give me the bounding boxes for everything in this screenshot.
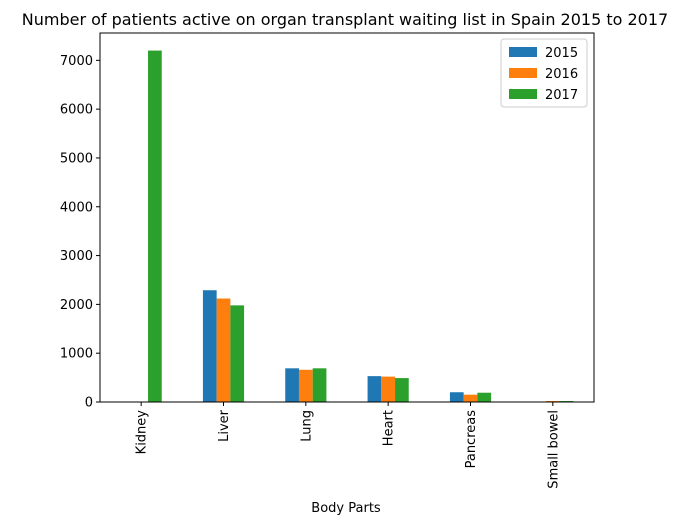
y-tick-label: 6000	[60, 103, 93, 118]
x-tick-label: Liver	[217, 409, 232, 442]
y-tick-label: 4000	[60, 200, 93, 215]
bar-lung-2016	[298, 369, 313, 402]
bar-liver-2016	[216, 298, 231, 402]
x-axis-label: Body Parts	[311, 501, 381, 516]
legend-swatch-2016	[509, 68, 537, 78]
x-tick-label: Heart	[382, 410, 397, 446]
bar-liver-2015	[202, 290, 217, 402]
x-tick-label: Small bowel	[546, 410, 561, 489]
legend: 2015 2016 2017	[500, 38, 588, 108]
bar-pancreas-2017	[477, 392, 492, 402]
chart-title: Number of patients active on organ trans…	[22, 10, 668, 29]
bar-kidney-2017	[148, 50, 162, 402]
y-tick-label: 1000	[60, 347, 93, 362]
plot-frame	[99, 32, 595, 403]
bar-heart-2017	[395, 378, 409, 402]
bars-group	[148, 50, 574, 402]
x-axis: Kidney Liver Lung Heart Pancreas Small bowel	[135, 402, 561, 489]
x-tick-label: Kidney	[135, 410, 150, 455]
x-tick-label: Pancreas	[464, 410, 479, 469]
y-tick-label: 7000	[60, 54, 93, 69]
bar-heart-2016	[381, 376, 396, 402]
legend-swatch-2017	[509, 89, 537, 99]
legend-label-2016: 2016	[545, 67, 578, 82]
x-tick-label: Lung	[299, 410, 314, 442]
y-axis: 0 1000 2000 3000 4000 5000 6000 7000	[60, 54, 100, 411]
bar-lung-2017	[312, 368, 327, 402]
bar-liver-2017	[230, 305, 245, 402]
legend-label-2017: 2017	[545, 88, 578, 103]
y-tick-label: 0	[85, 396, 93, 411]
y-tick-label: 2000	[60, 298, 93, 313]
bar-pancreas-2015	[449, 392, 464, 402]
y-tick-label: 5000	[60, 151, 93, 166]
legend-swatch-2015	[509, 47, 537, 57]
bar-pancreas-2016	[463, 394, 478, 402]
bar-heart-2015	[367, 376, 382, 402]
bar-lung-2015	[285, 368, 299, 402]
legend-label-2015: 2015	[545, 46, 578, 61]
y-tick-label: 3000	[60, 249, 93, 264]
